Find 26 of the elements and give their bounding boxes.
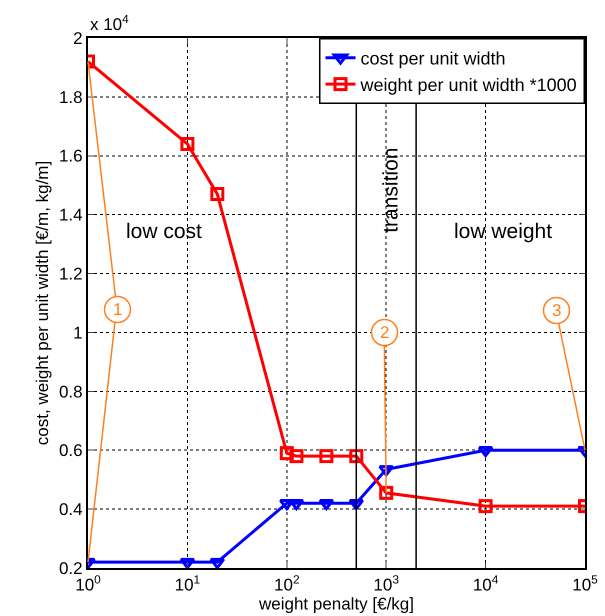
- y-tick-label: 1.6: [58, 146, 83, 166]
- legend-label: weight per unit width *1000: [360, 75, 577, 96]
- y-tick-label: 1.8: [58, 88, 83, 107]
- x-tick-label: 10$^{3}$: [373, 572, 400, 594]
- y-tick-label: 0.8: [58, 382, 83, 402]
- annotation: 2: [380, 323, 390, 342]
- annotation: low cost: [126, 220, 202, 243]
- x-tick-label: 10$^{5}$: [572, 572, 598, 594]
- annotation: 3: [552, 301, 562, 320]
- legend-label: cost per unit width: [360, 48, 506, 69]
- x-tick-label: 10$^{2}$: [274, 572, 300, 594]
- y-tick-label: 0.6: [58, 441, 83, 460]
- x-tick-label: 10$^{1}$: [174, 572, 201, 594]
- text: x 10$^{4}$: [90, 12, 130, 34]
- annotation: 1: [113, 300, 122, 319]
- x-tick-label: 10$^{4}$: [472, 572, 499, 594]
- annotation: low weight: [454, 220, 552, 243]
- y-tick-label: 0.4: [58, 500, 83, 520]
- y-axis-title: cost, weight per unit width [€/m, kg/m]: [33, 160, 52, 446]
- y-tick-label: 1: [73, 323, 83, 342]
- y-tick-label: 1.4: [58, 206, 83, 225]
- annotation: transition: [380, 148, 403, 233]
- y-tick-label: 2: [73, 28, 83, 48]
- y-tick-label: 1.2: [58, 264, 83, 284]
- y-tick-label: 0.2: [58, 558, 83, 578]
- x-axis-title: weight penalty [€/kg]: [258, 594, 414, 614]
